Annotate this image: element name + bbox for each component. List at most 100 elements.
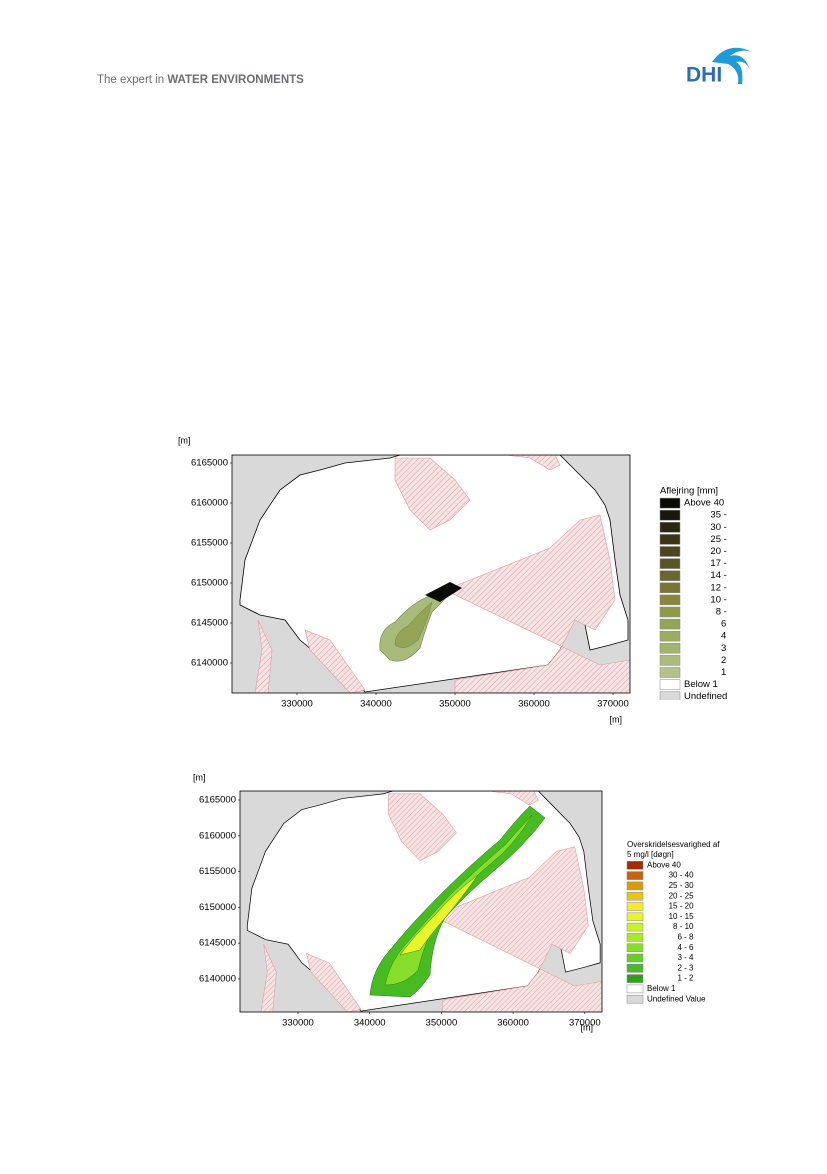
legend-label: 1 - 2 xyxy=(721,667,740,678)
y-unit: [m] xyxy=(178,435,191,445)
legend-swatch xyxy=(659,509,681,521)
legend-label: 17 - 20 xyxy=(710,558,740,569)
legend-swatch xyxy=(626,974,644,983)
legend-label: 4 - 6 xyxy=(721,631,740,642)
logo: DHI xyxy=(686,47,752,87)
y-unit: [m] xyxy=(193,772,206,782)
legend-label: 8 - 10 xyxy=(673,922,694,931)
legend-title: Overskridelsesvarighed af xyxy=(627,840,720,849)
x-unit: [m] xyxy=(610,714,623,724)
legend-label: Undefined Value xyxy=(647,994,706,1003)
legend-label: Above 40 xyxy=(684,498,724,509)
legend-label: 30 - 40 xyxy=(669,871,694,880)
legend-label: 10 - 12 xyxy=(710,594,740,605)
logo-text: DHI xyxy=(686,64,722,87)
y-tick-label: 6140000 xyxy=(191,658,228,669)
legend-swatch xyxy=(659,558,681,569)
y-tick-label: 6160000 xyxy=(191,498,228,509)
tagline: The expert in WATER ENVIRONMENTS xyxy=(97,74,304,86)
legend-swatch xyxy=(626,994,644,1004)
legend-label: 3 - 4 xyxy=(721,643,740,654)
y-tick-label: 6140000 xyxy=(199,974,236,985)
legend-swatch xyxy=(659,594,681,606)
legend-label: 35 - 40 xyxy=(710,510,740,521)
legend-label: 20 - 25 xyxy=(669,891,694,900)
legend-swatch xyxy=(626,861,644,870)
legend-label: 25 - 30 xyxy=(669,881,694,890)
legend-label: 15 - 20 xyxy=(669,902,694,911)
legend-swatch xyxy=(626,933,644,942)
legend-swatch xyxy=(626,953,644,963)
legend-swatch xyxy=(659,546,681,557)
x-tick-label: 330000 xyxy=(282,1018,314,1029)
legend-swatch xyxy=(659,630,681,642)
legend-label: Undefined Value xyxy=(684,691,754,702)
legend-label: 8 - 10 xyxy=(716,607,740,618)
x-tick-label: 330000 xyxy=(281,699,313,710)
legend-swatch xyxy=(626,881,644,891)
legend-label: 2 - 3 xyxy=(721,655,740,666)
legend-swatch xyxy=(659,691,681,700)
y-tick-label: 6155000 xyxy=(191,538,228,549)
legend-label: 6 - 8 xyxy=(678,933,695,942)
y-tick-label: 6150000 xyxy=(199,902,236,913)
y-tick-label: 6160000 xyxy=(199,830,236,841)
legend-swatch xyxy=(626,922,644,932)
legend-swatch xyxy=(626,984,644,994)
legend-swatch xyxy=(659,497,681,509)
legend-title: Aflejring [mm] xyxy=(660,486,718,497)
x-tick-label: 360000 xyxy=(518,699,550,710)
legend-swatch xyxy=(659,534,681,545)
legend-label: 10 - 15 xyxy=(669,912,694,921)
legend-swatch xyxy=(659,570,681,581)
legend-label: Below 1 xyxy=(684,679,718,690)
map-frame xyxy=(231,454,631,694)
y-tick-label: 6165000 xyxy=(199,795,236,806)
y-tick-label: 6145000 xyxy=(191,618,228,629)
legend-swatch xyxy=(659,655,681,666)
x-tick-label: 360000 xyxy=(497,1018,529,1029)
legend-label: 1 - 2 xyxy=(678,974,695,983)
x-tick-label: 350000 xyxy=(439,699,471,710)
legend-swatch xyxy=(626,943,644,952)
legend-swatch xyxy=(659,679,681,690)
map-2 xyxy=(240,791,602,1012)
legend-swatch xyxy=(626,902,644,911)
x-tick-label: 370000 xyxy=(569,1018,601,1029)
x-tick-label: 350000 xyxy=(426,1018,458,1029)
y-tick-label: 6155000 xyxy=(199,866,236,877)
y-tick-label: 6150000 xyxy=(191,578,228,589)
legend-label: 6 - 8 xyxy=(721,619,740,630)
y-tick-label: 6145000 xyxy=(199,938,236,949)
legend-swatch xyxy=(659,618,681,630)
tagline-bold: WATER ENVIRONMENTS xyxy=(167,74,304,86)
legend-label: 14 - 17 xyxy=(710,570,740,581)
map-1 xyxy=(232,455,630,693)
tagline-text: The expert in xyxy=(97,74,164,86)
legend-label: 3 - 4 xyxy=(678,953,695,962)
legend-swatch xyxy=(659,582,681,594)
legend-swatch xyxy=(626,964,644,973)
legend-label: 4 - 6 xyxy=(678,943,695,952)
x-tick-label: 370000 xyxy=(597,699,629,710)
legend-label: 12 - 14 xyxy=(710,582,740,593)
legend-swatch xyxy=(626,871,644,880)
map-frame xyxy=(239,790,603,1013)
legend-label: Below 1 xyxy=(647,984,676,993)
legend-title: 5 mg/l [døgn] xyxy=(627,850,674,859)
legend-label: 2 - 3 xyxy=(678,963,695,972)
x-tick-label: 340000 xyxy=(354,1018,386,1029)
legend: Overskridelsesvarighed af5 mg/l [døgn]Ab… xyxy=(626,840,720,1004)
legend-label: 20 - 25 xyxy=(710,546,740,557)
x-unit: [m] xyxy=(581,1022,594,1032)
legend-swatch xyxy=(659,606,681,618)
legend-label: 30 - 35 xyxy=(710,522,740,533)
legend-label: Above 40 xyxy=(647,860,681,869)
legend-label: 25 - 30 xyxy=(710,534,740,545)
legend-swatch xyxy=(659,667,681,678)
legend-swatch xyxy=(626,891,644,901)
x-tick-label: 340000 xyxy=(360,699,392,710)
